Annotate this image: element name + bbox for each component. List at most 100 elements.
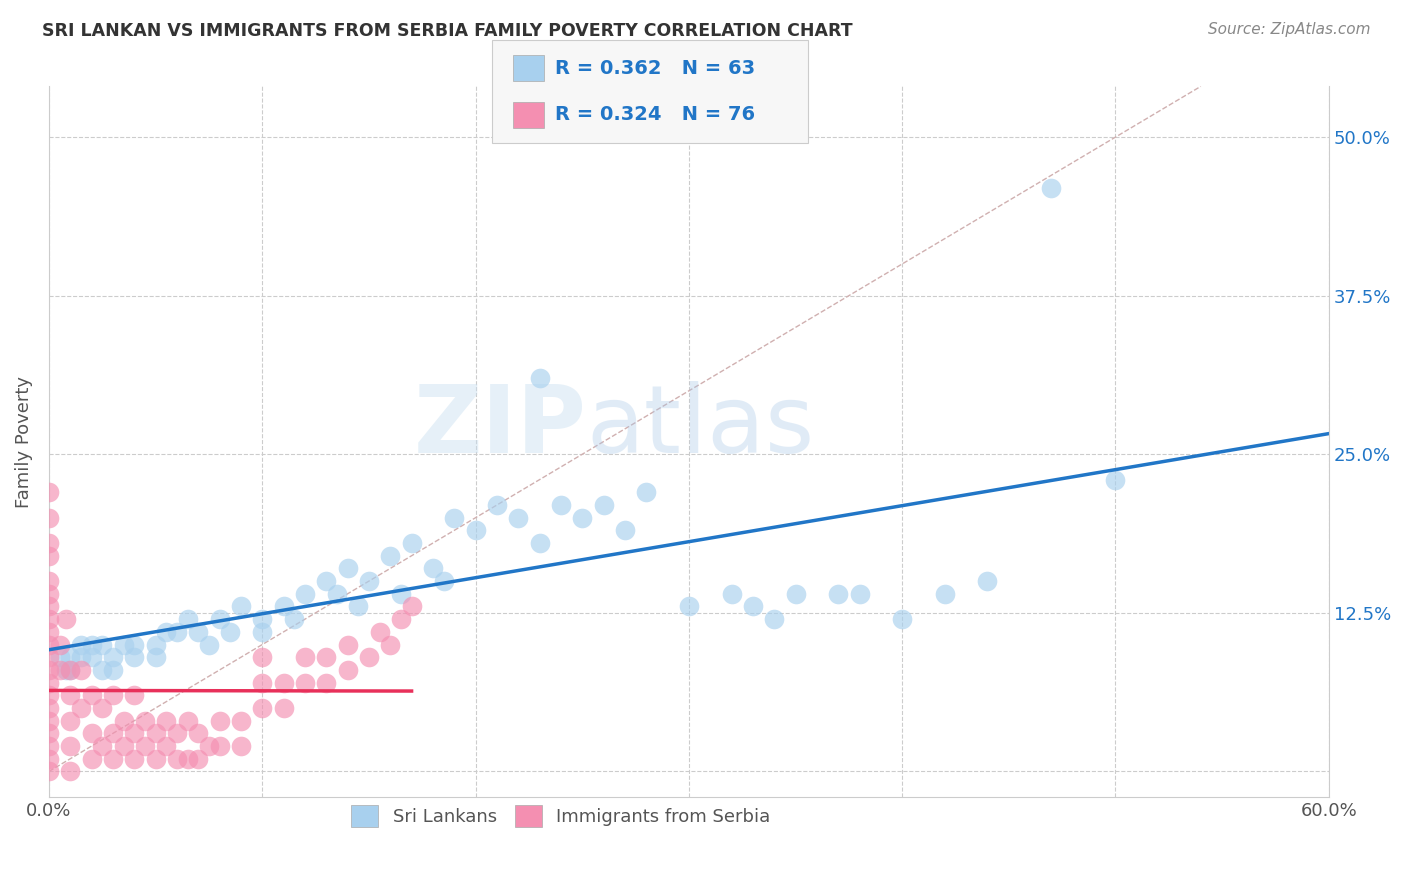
Point <box>357 650 380 665</box>
Legend: Sri Lankans, Immigrants from Serbia: Sri Lankans, Immigrants from Serbia <box>344 797 778 834</box>
Point <box>976 574 998 588</box>
Point <box>678 599 700 614</box>
Point <box>389 587 412 601</box>
Point <box>357 574 380 588</box>
Point <box>91 638 114 652</box>
Point <box>550 498 572 512</box>
Point <box>38 510 60 524</box>
Point <box>252 701 274 715</box>
Point <box>529 536 551 550</box>
Point <box>294 587 316 601</box>
Point <box>229 739 252 753</box>
Point <box>187 624 209 639</box>
Point <box>443 510 465 524</box>
Point <box>273 675 295 690</box>
Point <box>613 524 636 538</box>
Point <box>70 701 93 715</box>
Point <box>368 624 391 639</box>
Point <box>80 688 103 702</box>
Text: R = 0.362   N = 63: R = 0.362 N = 63 <box>555 59 755 78</box>
Point <box>166 726 188 740</box>
Point <box>294 675 316 690</box>
Point <box>187 752 209 766</box>
Point <box>273 701 295 715</box>
Point <box>848 587 870 601</box>
Point <box>198 739 221 753</box>
Point <box>124 650 146 665</box>
Point <box>91 663 114 677</box>
Point <box>208 612 231 626</box>
Point <box>485 498 508 512</box>
Point <box>38 536 60 550</box>
Point <box>38 752 60 766</box>
Point <box>55 612 77 626</box>
Point <box>166 624 188 639</box>
Point <box>38 587 60 601</box>
Point <box>208 739 231 753</box>
Text: ZIP: ZIP <box>413 382 586 474</box>
Point <box>571 510 593 524</box>
Point <box>252 675 274 690</box>
Point <box>55 663 77 677</box>
Point <box>91 701 114 715</box>
Point <box>38 599 60 614</box>
Point <box>59 650 82 665</box>
Point <box>315 574 337 588</box>
Point <box>464 524 486 538</box>
Point <box>124 752 146 766</box>
Point <box>59 663 82 677</box>
Point <box>101 688 124 702</box>
Point <box>827 587 849 601</box>
Point <box>101 752 124 766</box>
Point <box>283 612 305 626</box>
Point <box>592 498 614 512</box>
Point <box>155 624 177 639</box>
Text: R = 0.324   N = 76: R = 0.324 N = 76 <box>555 105 755 124</box>
Point <box>252 650 274 665</box>
Point <box>145 752 167 766</box>
Text: atlas: atlas <box>586 382 814 474</box>
Point <box>176 714 198 728</box>
Text: SRI LANKAN VS IMMIGRANTS FROM SERBIA FAMILY POVERTY CORRELATION CHART: SRI LANKAN VS IMMIGRANTS FROM SERBIA FAM… <box>42 22 853 40</box>
Point <box>155 739 177 753</box>
Point <box>38 549 60 563</box>
Point <box>508 510 530 524</box>
Point <box>91 739 114 753</box>
Point <box>380 638 402 652</box>
Point <box>48 663 70 677</box>
Point <box>38 485 60 500</box>
Point <box>38 714 60 728</box>
Point <box>934 587 956 601</box>
Point <box>38 688 60 702</box>
Point <box>763 612 786 626</box>
Point <box>48 638 70 652</box>
Point <box>80 650 103 665</box>
Point <box>1040 181 1063 195</box>
Point <box>59 739 82 753</box>
Point <box>336 561 359 575</box>
Point <box>134 739 156 753</box>
Point <box>38 764 60 779</box>
Point <box>48 650 70 665</box>
Point <box>315 650 337 665</box>
Point <box>741 599 763 614</box>
Point <box>80 638 103 652</box>
Point <box>252 612 274 626</box>
Point <box>38 638 60 652</box>
Point <box>38 650 60 665</box>
Point <box>38 675 60 690</box>
Point <box>1104 473 1126 487</box>
Point <box>229 714 252 728</box>
Point <box>347 599 370 614</box>
Point <box>145 650 167 665</box>
Point <box>785 587 807 601</box>
Point <box>80 752 103 766</box>
Point <box>422 561 444 575</box>
Point <box>59 714 82 728</box>
Point <box>229 599 252 614</box>
Point <box>112 714 135 728</box>
Point <box>389 612 412 626</box>
Point <box>252 624 274 639</box>
Point <box>124 638 146 652</box>
Point <box>38 574 60 588</box>
